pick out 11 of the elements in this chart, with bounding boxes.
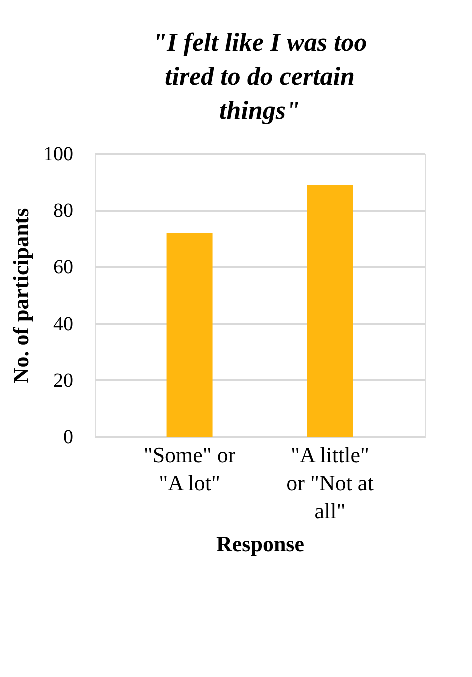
- x-tick-label: "Some" or "A lot": [144, 442, 236, 496]
- y-tick-label: 0: [64, 426, 74, 448]
- y-tick-label: 20: [54, 370, 74, 392]
- y-tick-label: 40: [54, 313, 74, 336]
- chart-title: "I felt like I was too tired to do certain things": [152, 28, 368, 125]
- y-tick-label: 100: [44, 144, 74, 166]
- y-tick-label: 80: [54, 200, 74, 222]
- y-axis-title: No. of participants: [8, 208, 34, 384]
- y-tick-label: 60: [54, 256, 74, 279]
- x-tick-label: "A little" or "Not at all": [286, 442, 374, 524]
- x-axis-title: Response: [216, 532, 305, 556]
